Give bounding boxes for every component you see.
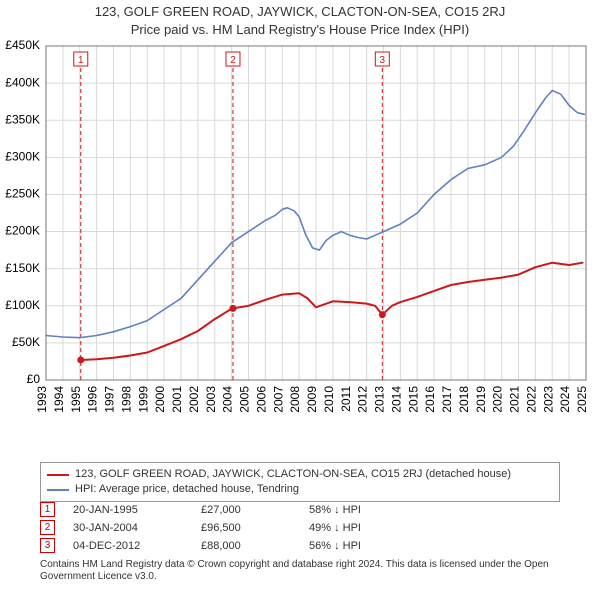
svg-text:2020: 2020 xyxy=(491,386,505,413)
event-row-2: 2 30-JAN-2004 £96,500 49% ↓ HPI xyxy=(40,520,560,535)
event-delta-2: 49% ↓ HPI xyxy=(309,522,361,534)
svg-text:2006: 2006 xyxy=(254,386,268,413)
event-row-1: 1 20-JAN-1995 £27,000 58% ↓ HPI xyxy=(40,502,560,517)
svg-text:2017: 2017 xyxy=(440,386,454,413)
svg-text:2002: 2002 xyxy=(187,386,201,413)
svg-text:2018: 2018 xyxy=(457,386,471,413)
svg-text:2004: 2004 xyxy=(221,386,235,413)
event-marker-2: 2 xyxy=(40,520,55,535)
svg-text:2000: 2000 xyxy=(153,386,167,413)
svg-text:£400K: £400K xyxy=(5,75,40,89)
svg-text:2025: 2025 xyxy=(575,386,589,413)
svg-text:2024: 2024 xyxy=(558,386,572,413)
chart-container: 123, GOLF GREEN ROAD, JAYWICK, CLACTON-O… xyxy=(0,0,600,590)
event-price-1: £27,000 xyxy=(201,504,291,516)
svg-text:2014: 2014 xyxy=(389,386,403,413)
svg-text:2016: 2016 xyxy=(423,386,437,413)
svg-text:£350K: £350K xyxy=(5,112,40,126)
svg-text:1997: 1997 xyxy=(103,386,117,413)
svg-text:2008: 2008 xyxy=(288,386,302,413)
legend-label-property: 123, GOLF GREEN ROAD, JAYWICK, CLACTON-O… xyxy=(75,467,511,482)
svg-text:1994: 1994 xyxy=(52,386,66,413)
event-delta-3: 56% ↓ HPI xyxy=(309,540,361,552)
chart-title-subtitle: Price paid vs. HM Land Registry's House … xyxy=(0,22,600,37)
svg-text:2019: 2019 xyxy=(474,386,488,413)
event-row-3: 3 04-DEC-2012 £88,000 56% ↓ HPI xyxy=(40,538,560,553)
svg-text:3: 3 xyxy=(380,55,386,66)
price-chart: £0 £50K £100K £150K £200K £250K £300K £350K £400… xyxy=(0,40,600,420)
svg-text:1996: 1996 xyxy=(86,386,100,413)
chart-title-address: 123, GOLF GREEN ROAD, JAYWICK, CLACTON-O… xyxy=(0,4,600,19)
attribution-text: Contains HM Land Registry data © Crown c… xyxy=(40,559,560,583)
svg-text:2023: 2023 xyxy=(541,386,555,413)
legend-swatch-hpi xyxy=(47,489,69,491)
event-marker-1: 1 xyxy=(40,502,55,517)
svg-text:2003: 2003 xyxy=(204,386,218,413)
svg-text:2001: 2001 xyxy=(170,386,184,413)
event-marker-3: 3 xyxy=(40,538,55,553)
legend: 123, GOLF GREEN ROAD, JAYWICK, CLACTON-O… xyxy=(40,462,560,502)
svg-text:2015: 2015 xyxy=(406,386,420,413)
legend-label-hpi: HPI: Average price, detached house, Tend… xyxy=(75,482,299,497)
svg-text:1: 1 xyxy=(78,55,84,66)
svg-text:2021: 2021 xyxy=(508,386,522,413)
events-table: 1 20-JAN-1995 £27,000 58% ↓ HPI 2 30-JAN… xyxy=(40,502,560,556)
svg-text:£50K: £50K xyxy=(12,335,40,349)
svg-text:£300K: £300K xyxy=(5,150,40,164)
svg-text:1998: 1998 xyxy=(119,386,133,413)
legend-row-hpi: HPI: Average price, detached house, Tend… xyxy=(47,482,553,497)
svg-text:2011: 2011 xyxy=(339,386,353,412)
svg-text:1999: 1999 xyxy=(136,386,150,413)
svg-text:2007: 2007 xyxy=(271,386,285,413)
svg-text:2022: 2022 xyxy=(524,386,538,413)
event-delta-1: 58% ↓ HPI xyxy=(309,504,361,516)
svg-text:2010: 2010 xyxy=(322,386,336,413)
svg-text:£200K: £200K xyxy=(5,224,40,238)
legend-swatch-property xyxy=(47,474,69,476)
svg-text:1995: 1995 xyxy=(69,386,83,413)
event-date-2: 30-JAN-2004 xyxy=(73,522,183,534)
event-price-3: £88,000 xyxy=(201,540,291,552)
svg-text:2013: 2013 xyxy=(373,386,387,413)
event-date-1: 20-JAN-1995 xyxy=(73,504,183,516)
svg-text:£0: £0 xyxy=(27,372,41,386)
svg-text:£250K: £250K xyxy=(5,187,40,201)
legend-row-property: 123, GOLF GREEN ROAD, JAYWICK, CLACTON-O… xyxy=(47,467,553,482)
svg-text:£100K: £100K xyxy=(5,298,40,312)
svg-text:2005: 2005 xyxy=(238,386,252,413)
svg-text:2: 2 xyxy=(230,55,236,66)
svg-text:£450K: £450K xyxy=(5,40,40,52)
svg-text:2012: 2012 xyxy=(356,386,370,413)
svg-text:£150K: £150K xyxy=(5,261,40,275)
event-price-2: £96,500 xyxy=(201,522,291,534)
svg-text:1993: 1993 xyxy=(35,386,49,413)
svg-text:2009: 2009 xyxy=(305,386,319,413)
event-date-3: 04-DEC-2012 xyxy=(73,540,183,552)
